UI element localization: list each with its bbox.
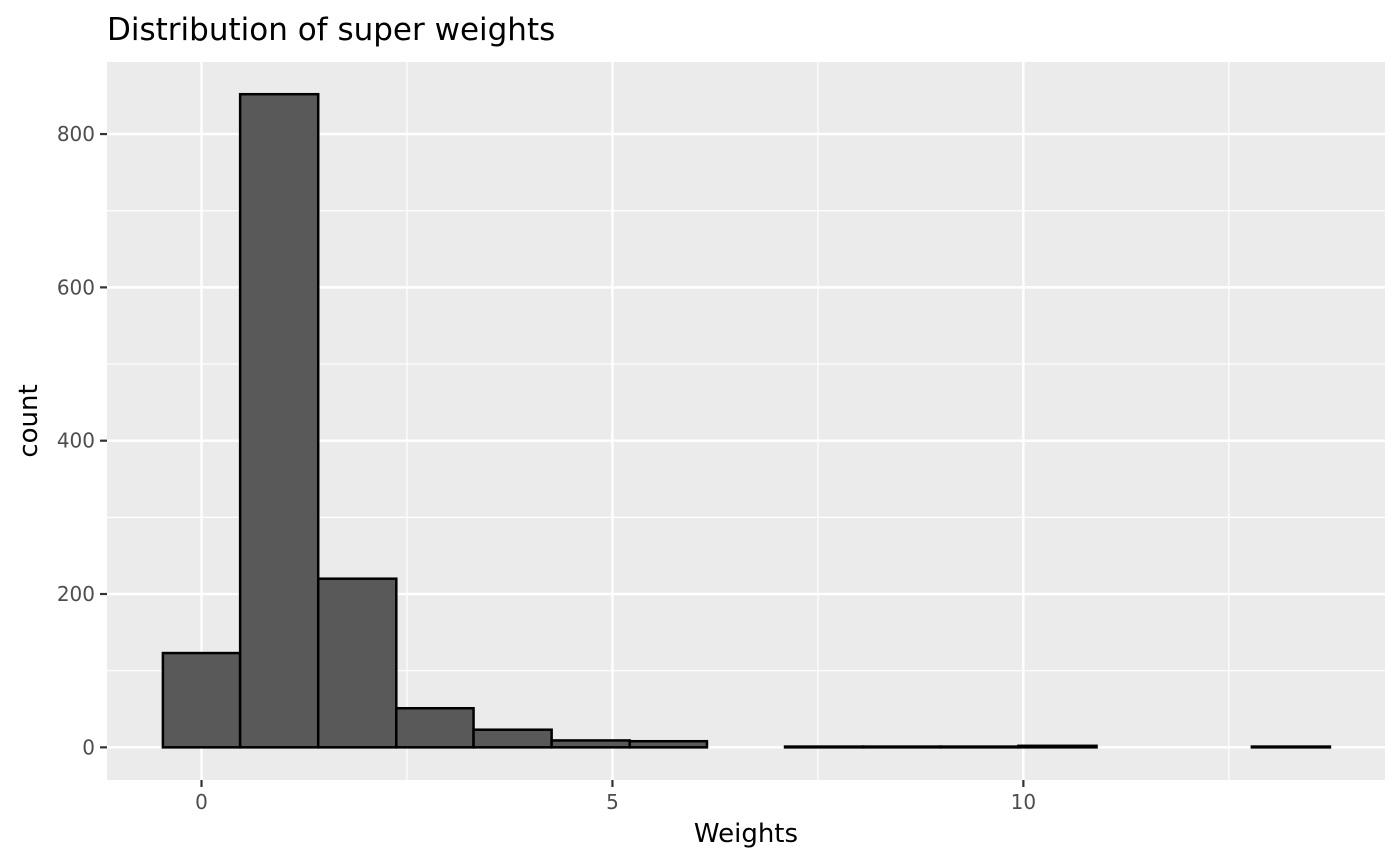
histogram-bar [161,651,242,749]
chart-title: Distribution of super weights [107,12,555,48]
histogram-bar [939,745,1020,749]
y-tick-label: 400 [57,429,95,453]
histogram-bar [861,745,942,749]
x-tick-label: 5 [606,790,619,814]
y-tick-label: 200 [57,582,95,606]
x-tick-label: 0 [195,790,208,814]
y-tick-label: 800 [57,122,95,146]
x-tick-label: 10 [1011,790,1036,814]
histogram-bars [161,92,1332,749]
y-tick-label: 600 [57,275,95,299]
x-axis-title: Weights [694,819,798,849]
histogram-bar [783,745,865,749]
axis-tick-labels: 0 5 10 0 200 400 600 800 [57,122,1036,814]
histogram-bar [238,92,320,749]
histogram-bar [395,706,475,749]
histogram-bar [472,728,553,749]
histogram-bar [1250,745,1332,749]
histogram-bar [550,739,631,749]
y-axis-title: count [14,384,44,457]
axis-ticks [100,132,1025,787]
y-tick-label: 0 [82,735,95,759]
histogram-bar [628,739,709,749]
histogram-bar [316,577,398,749]
histogram-bar [1017,744,1098,749]
